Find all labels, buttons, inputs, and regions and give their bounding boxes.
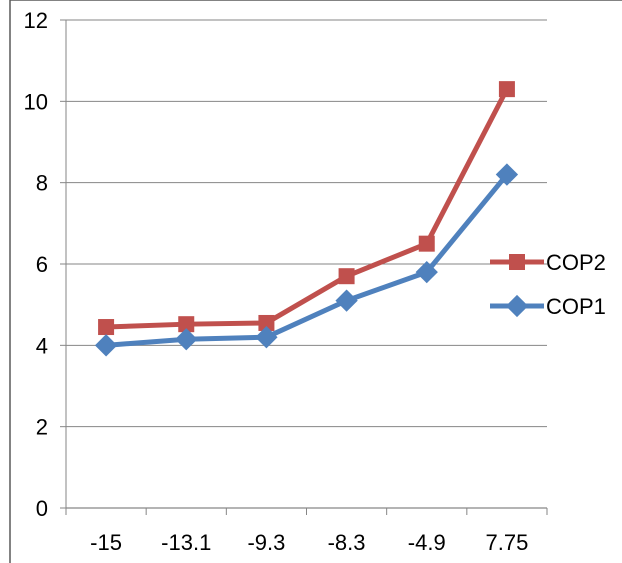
chart-frame [9,0,622,563]
y-tick-label: 4 [36,333,48,358]
legend-marker [505,294,529,318]
data-point [98,319,115,336]
data-point [338,268,355,285]
x-tick-label: -9.3 [247,530,285,555]
x-tick-label: -8.3 [328,530,366,555]
x-tick-label: -13.1 [161,530,211,555]
data-point [335,289,358,312]
y-tick-label: 6 [36,252,48,277]
data-point [498,81,515,98]
data-point [178,316,195,333]
data-point [255,326,278,349]
legend-entry: COP1 [490,294,606,319]
series-line [105,172,509,348]
gridlines [66,19,547,428]
y-tick-label: 0 [36,496,48,521]
series [94,81,519,357]
data-point [258,314,275,331]
y-tick-label: 2 [36,415,48,440]
axes: 0 2 4 6 8 10 12 -15 -13.1 -9.3 -8.3 -4.9 7.75 [24,8,548,555]
data-point [418,235,435,252]
data-point [415,260,438,284]
legend-label: COP2 [546,250,606,275]
y-tick-label: 8 [36,171,48,196]
data-point [175,328,198,351]
legend-entry: COP2 [490,250,606,275]
y-tick-label: 12 [24,8,48,33]
data-point [94,334,118,357]
series-cop1 [94,163,519,357]
x-tick-label: 7.75 [486,530,529,555]
x-tick-label: -4.9 [408,530,446,555]
x-tick-label: -15 [90,530,122,555]
legend: COP2 COP1 [490,250,606,319]
series-cop2 [98,81,515,336]
legend-marker [509,254,525,270]
series-line [105,87,510,330]
legend-label: COP1 [546,294,606,319]
y-tick-label: 10 [24,89,48,114]
data-point [495,163,519,186]
